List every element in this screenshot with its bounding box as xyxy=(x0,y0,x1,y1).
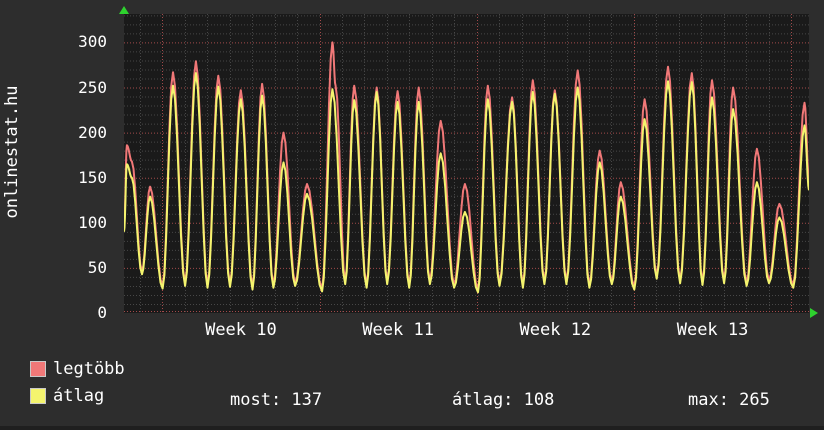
legend-swatch-icon xyxy=(30,388,46,404)
y-tick-label: 300 xyxy=(78,32,107,52)
chart-plot-area xyxy=(124,14,809,313)
x-week-label: Week 13 xyxy=(676,320,749,340)
bottom-border xyxy=(0,426,824,430)
series-line-tlag xyxy=(124,72,809,294)
y-tick-label: 50 xyxy=(87,257,107,277)
y-tick-label: 150 xyxy=(78,167,107,187)
x-axis-arrow-icon xyxy=(810,308,818,318)
x-week-label: Week 10 xyxy=(205,320,277,340)
x-week-label: Week 12 xyxy=(519,320,592,340)
x-week-label: Week 11 xyxy=(362,320,434,340)
y-tick-label: 250 xyxy=(78,77,107,97)
y-tick-label: 200 xyxy=(78,122,107,142)
chart-svg xyxy=(124,14,809,313)
stat-most: most: 137 xyxy=(230,390,323,410)
y-tick-label: 100 xyxy=(78,212,107,232)
site-vertical-label: onlinestat.hu xyxy=(2,85,22,219)
stat-tlag: átlag: 108 xyxy=(452,390,555,410)
y-tick-label: 0 xyxy=(97,303,107,322)
legend-label: legtöbb xyxy=(53,359,125,379)
y-axis-arrow-icon xyxy=(119,6,129,14)
legend-swatch-icon xyxy=(30,361,46,377)
legend-label: átlag xyxy=(53,386,105,406)
stat-max: max: 265 xyxy=(688,390,770,410)
